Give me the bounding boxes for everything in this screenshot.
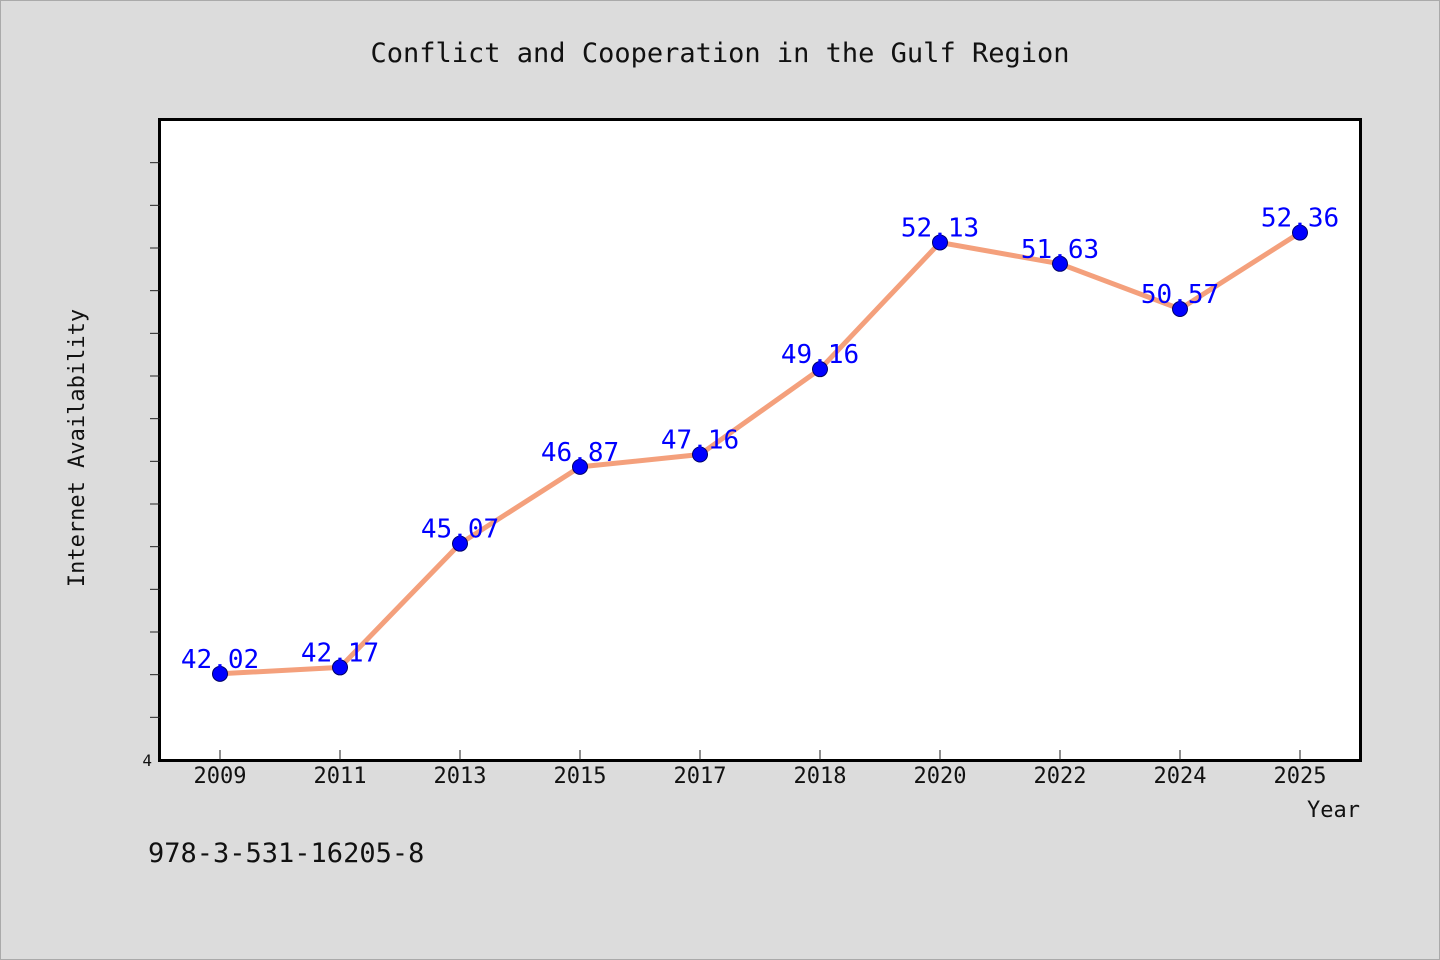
data-point [212,665,228,682]
y-axis-label: Internet Availability [65,309,90,587]
x-tick-label: 2015 [554,764,607,789]
x-tick-label: 2022 [1034,764,1087,789]
plot-area [158,118,1362,762]
data-point [1292,224,1308,241]
data-label: 42.02 [181,645,259,675]
isbn-text: 978-3-531-16205-8 [148,838,424,869]
x-axis-label: Year [1307,798,1360,823]
series-line [217,230,1303,677]
data-point [1172,301,1188,318]
data-label: 50.57 [1141,280,1219,310]
x-tick-label: 2011 [314,764,367,789]
data-label: 42.17 [301,638,379,668]
x-tick-label: 2017 [674,764,727,789]
y-axis-ticks [150,162,160,718]
x-tick-label: 2020 [914,764,967,789]
data-label: 45.07 [421,515,499,545]
x-tick-label: 2009 [194,764,247,789]
data-label: 52.13 [901,213,979,243]
x-tick-label: 2025 [1274,764,1327,789]
data-point [812,361,828,378]
data-point [932,234,948,251]
y-tick-label: 4 [142,751,152,770]
data-points [212,224,1308,682]
data-label: 49.16 [781,340,859,370]
chart-title: Conflict and Cooperation in the Gulf Reg… [371,38,1070,69]
x-tick-label: 2024 [1154,764,1207,789]
data-point [452,535,468,552]
data-label: 47.16 [661,426,739,456]
data-point [692,446,708,463]
data-point [572,458,588,475]
data-label: 46.87 [541,438,619,468]
data-point [332,659,348,676]
data-label: 51.63 [1021,235,1099,265]
x-tick-label: 2013 [434,764,487,789]
x-tick-label: 2018 [794,764,847,789]
x-axis-ticks: 2009 2011 2013 2015 2017 2018 2020 2022 2024 2025 [194,750,1327,789]
data-point [1052,255,1068,272]
data-label: 52.36 [1261,204,1339,234]
data-labels: 42.02 42.17 45.07 46.87 47.16 49.16 52.13 51.63… [181,204,1339,675]
